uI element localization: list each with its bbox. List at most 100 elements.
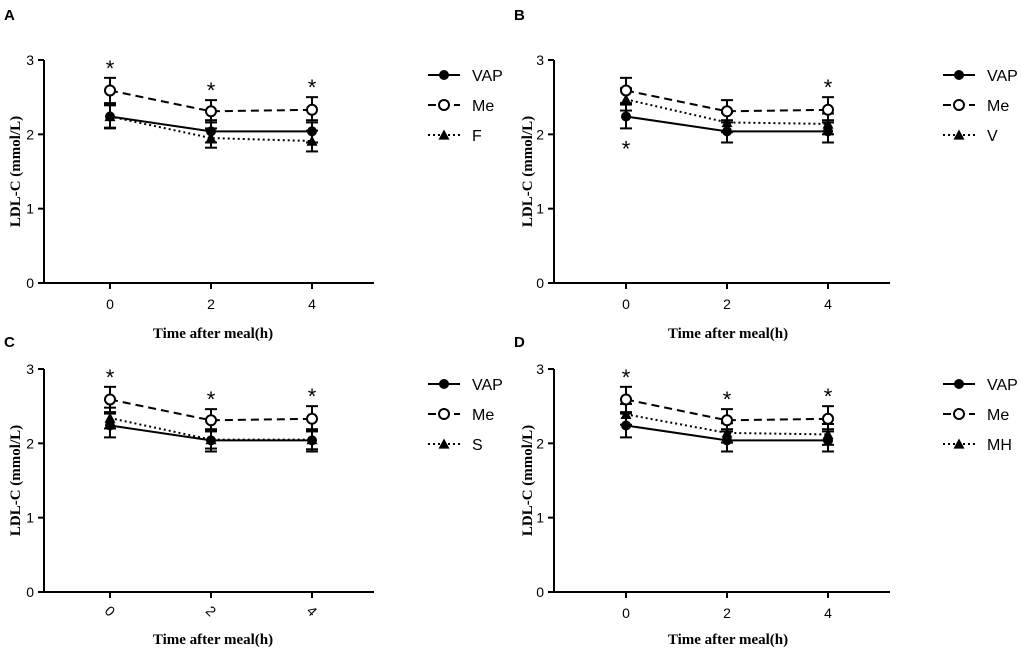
panel-a-x-axis-title: Time after meal(h): [153, 326, 273, 342]
panel-b-legend-me-marker: [953, 99, 965, 111]
panel-a-legend-f-label: F: [472, 128, 482, 145]
panel-b-series-v-point: [822, 118, 834, 129]
panel-d-series-vap-point: [722, 435, 732, 446]
panel-a-legend-me-marker: [438, 99, 450, 111]
panel-d-significance-star: *: [622, 365, 631, 390]
panel-b-x-axis-title: Time after meal(h): [668, 326, 788, 342]
panel-a-x-tick-label: 2: [207, 296, 215, 312]
panel-a-y-tick-label: 1: [26, 201, 34, 217]
panel-b-series-me-point: [721, 105, 733, 118]
panel-d-x-tick-label: 4: [824, 605, 832, 621]
panel-d-legend-mh-label: MH: [987, 437, 1012, 454]
panel-d-significance-star: *: [824, 384, 833, 409]
panel-a-y-axis-title: LDL-C (mmol/L): [8, 116, 24, 227]
panel-b-legend-v-marker: [953, 129, 965, 140]
panel-a-significance-star: *: [207, 78, 216, 103]
panel-d-legend-mh-marker: [953, 438, 965, 449]
panel-b-significance-star: *: [824, 75, 833, 100]
panel-a-significance-star: *: [106, 56, 115, 81]
panel-d-series-mh-point: [620, 408, 632, 420]
panel-a-significance-star: *: [308, 75, 317, 100]
panel-c-letter: C: [4, 334, 15, 351]
panel-d-series-mh-point: [721, 427, 733, 438]
panel-c-legend-me-marker: [438, 408, 450, 420]
panel-a-y-tick-label: 3: [26, 52, 34, 68]
panel-a-series-vap-point: [307, 126, 317, 137]
panel-d-legend-me-marker: [953, 408, 965, 420]
panel-c-significance-star: *: [207, 387, 216, 412]
panel-b-legend-me-label: Me: [987, 98, 1009, 115]
panel-d-series-me-point: [620, 393, 632, 406]
panel-d-letter: D: [514, 334, 525, 351]
panel-b-significance-star: *: [622, 136, 631, 161]
panel-d-x-tick-label: 2: [723, 605, 731, 621]
panel-c-y-tick-label: 3: [26, 361, 34, 377]
panel-d-y-tick-label: 0: [536, 584, 544, 600]
panel-d-y-axis-title: LDL-C (mmol/L): [520, 425, 536, 536]
panel-c-series-me-line: [109, 398, 313, 422]
panel-b-x-tick-label: 4: [824, 296, 832, 312]
panel-b-y-tick-label: 3: [536, 52, 544, 68]
panel-b-y-tick-label: 1: [536, 201, 544, 217]
panel-c-series-vap-point: [105, 420, 115, 431]
panel-b-y-tick-label: 0: [536, 275, 544, 291]
panel-d-x-tick-label: 0: [622, 605, 630, 621]
panel-b-series-vap-point: [823, 126, 833, 137]
panel-c-legend-s-marker: [438, 438, 450, 449]
panel-b-letter: B: [514, 7, 525, 24]
panel-c-y-axis-title: LDL-C (mmol/L): [8, 425, 24, 536]
panel-b-legend-vap-label: VAP: [987, 68, 1018, 85]
panel-b-y-tick-label: 2: [536, 126, 544, 142]
panel-b-x-tick-label: 0: [622, 296, 630, 312]
panel-c-x-tick-label: 2: [203, 603, 220, 620]
panel-a-legend-me-label: Me: [472, 98, 494, 115]
panel-a-legend-vap-label: VAP: [472, 68, 503, 85]
panel-a-x-tick-label: 0: [106, 296, 114, 312]
panel-d-series-mh-line: [625, 413, 829, 436]
panel-a-series-f-point: [306, 135, 318, 146]
panel-d-series-vap-point: [823, 435, 833, 446]
panel-d-legend-vap-marker: [954, 379, 964, 389]
panel-a-series-f-point: [205, 132, 217, 143]
panel-d-series-me-line: [625, 398, 829, 422]
panel-a-series-vap-point: [105, 111, 115, 122]
panel-a-series-vap-point: [206, 126, 216, 137]
panel-c-legend-vap-label: VAP: [472, 377, 503, 394]
panel-a-series-me-point: [306, 103, 318, 116]
panel-d-y-tick-label: 3: [536, 361, 544, 377]
panel-c-significance-star: *: [106, 365, 115, 390]
panel-a-series-f-line: [109, 115, 313, 143]
panel-b-series-v-point: [620, 93, 632, 105]
panel-b-x-tick-label: 2: [723, 296, 731, 312]
panel-a-series-me-line: [109, 89, 313, 113]
panel-a-legend-f-marker: [438, 129, 450, 140]
panel-c-series-me-point: [104, 393, 116, 406]
panel-b-series-v-line: [625, 98, 829, 125]
panel-d-x-axis-title: Time after meal(h): [668, 632, 788, 648]
panel-b-series-me-line: [625, 89, 829, 113]
panel-c-series-vap-point: [206, 435, 216, 446]
panel-c-y-tick-label: 1: [26, 510, 34, 526]
panel-d-y-tick-label: 2: [536, 435, 544, 451]
panel-c-significance-star: *: [308, 384, 317, 409]
panel-d-series-vap-point: [621, 420, 631, 431]
panel-d-series-me-point: [721, 414, 733, 427]
panel-b-series-v-point: [721, 116, 733, 128]
panel-c-series-me-point: [205, 414, 217, 427]
panel-b-legend-vap-marker: [954, 70, 964, 80]
panel-c-x-axis-title: Time after meal(h): [153, 632, 273, 648]
panel-a-letter: A: [4, 7, 15, 24]
panel-c-series-vap-point: [307, 435, 317, 446]
panel-c-x-tick-label: 0: [102, 603, 119, 620]
panel-c-x-tick-label: 4: [304, 603, 321, 620]
panel-c-y-tick-label: 0: [26, 584, 34, 600]
panel-a-legend-vap-marker: [439, 70, 449, 80]
panel-a-series-me-point: [205, 105, 217, 118]
panel-b-y-axis-title: LDL-C (mmol/L): [520, 116, 536, 227]
panel-d-legend-vap-label: VAP: [987, 377, 1018, 394]
panel-b-series-vap-point: [621, 111, 631, 122]
panel-c-legend-s-label: S: [472, 437, 483, 454]
panel-b-series-me-point: [822, 103, 834, 116]
panel-b-series-vap-point: [722, 126, 732, 137]
